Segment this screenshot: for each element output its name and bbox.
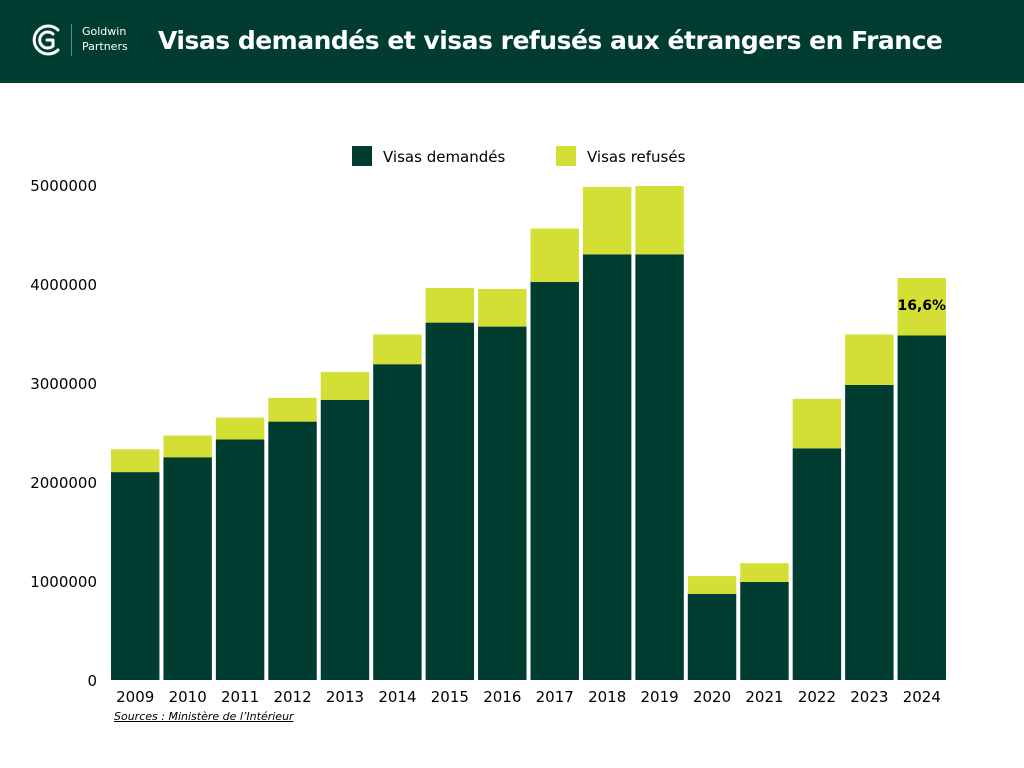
logo-divider bbox=[71, 24, 72, 56]
annotations: 16,6% bbox=[897, 298, 946, 314]
x-tick-label: 2016 bbox=[483, 688, 521, 706]
x-tick-label: 2019 bbox=[641, 688, 679, 706]
bar-visas-demandes-2021 bbox=[740, 581, 789, 680]
y-tick-label: 3000000 bbox=[30, 375, 97, 393]
legend-swatch bbox=[352, 146, 372, 166]
goldwin-logo-icon bbox=[32, 24, 60, 56]
bar-visas-refuses-2013 bbox=[320, 372, 370, 400]
bar-visas-refuses-2021 bbox=[740, 563, 789, 582]
x-tick-label: 2020 bbox=[693, 688, 731, 706]
x-tick-label: 2015 bbox=[431, 688, 469, 706]
y-tick-label: 1000000 bbox=[30, 573, 97, 591]
brand-line-1: Goldwin bbox=[82, 25, 127, 38]
y-tick-label: 0 bbox=[87, 672, 97, 690]
x-tick-label: 2012 bbox=[273, 688, 311, 706]
x-tick-label: 2022 bbox=[798, 688, 836, 706]
bar-visas-demandes-2013 bbox=[320, 399, 370, 680]
bar-visas-demandes-2023 bbox=[845, 384, 894, 680]
y-tick-label: 4000000 bbox=[30, 276, 97, 294]
x-tick-label: 2021 bbox=[745, 688, 783, 706]
x-tick-label: 2010 bbox=[169, 688, 207, 706]
legend-label: Visas demandés bbox=[383, 148, 505, 166]
bar-visas-demandes-2019 bbox=[635, 254, 684, 681]
bar-visas-refuses-2015 bbox=[425, 287, 475, 323]
header-bar: Goldwin Partners Visas demandés et visas… bbox=[0, 0, 1024, 83]
bar-visas-demandes-2022 bbox=[792, 448, 842, 680]
x-tick-label: 2009 bbox=[116, 688, 154, 706]
annotation-label: 16,6% bbox=[897, 298, 946, 314]
x-tick-label: 2014 bbox=[378, 688, 416, 706]
bar-visas-demandes-2017 bbox=[530, 282, 579, 680]
bar-visas-demandes-2020 bbox=[687, 593, 737, 680]
y-axis: 0 1000000 2000000 3000000 4000000 5000000 bbox=[30, 177, 97, 690]
bar-visas-refuses-2011 bbox=[215, 417, 265, 440]
bar-visas-refuses-2022 bbox=[792, 398, 842, 449]
x-tick-label: 2024 bbox=[903, 688, 941, 706]
legend-label: Visas refusés bbox=[587, 148, 686, 166]
x-tick-label: 2017 bbox=[536, 688, 574, 706]
bars bbox=[111, 185, 946, 681]
bar-visas-refuses-2016 bbox=[478, 288, 527, 327]
bar-visas-refuses-2020 bbox=[687, 576, 737, 594]
bar-visas-demandes-2018 bbox=[582, 254, 632, 681]
brand-name: Goldwin Partners bbox=[82, 24, 128, 54]
x-tick-label: 2013 bbox=[326, 688, 364, 706]
x-tick-label: 2011 bbox=[221, 688, 259, 706]
bar-visas-refuses-2024 bbox=[897, 278, 946, 336]
bar-visas-refuses-2017 bbox=[530, 228, 579, 283]
bar-visas-demandes-2011 bbox=[215, 439, 265, 680]
page-title: Visas demandés et visas refusés aux étra… bbox=[158, 26, 943, 55]
legend-swatch bbox=[556, 146, 576, 166]
bar-visas-refuses-2023 bbox=[845, 334, 894, 385]
bar-visas-refuses-2019 bbox=[635, 185, 684, 255]
x-tick-label: 2018 bbox=[588, 688, 626, 706]
bar-visas-refuses-2012 bbox=[268, 397, 317, 422]
bar-visas-demandes-2010 bbox=[163, 457, 212, 680]
bar-visas-demandes-2012 bbox=[268, 421, 317, 680]
chart-legend: Visas demandés Visas refusés bbox=[352, 146, 686, 166]
bar-visas-refuses-2010 bbox=[163, 435, 212, 458]
bar-visas-demandes-2015 bbox=[425, 322, 475, 680]
bar-visas-refuses-2014 bbox=[373, 334, 422, 365]
x-tick-label: 2023 bbox=[850, 688, 888, 706]
bar-visas-demandes-2009 bbox=[111, 472, 160, 680]
bar-visas-demandes-2024 bbox=[897, 335, 946, 680]
source-note: Sources : Ministère de l’Intérieur bbox=[114, 710, 294, 723]
bar-visas-refuses-2018 bbox=[582, 186, 632, 255]
stacked-bar-chart: Visas demandés Visas refusés 0 1000000 2000… bbox=[30, 146, 946, 706]
bar-visas-demandes-2014 bbox=[373, 364, 422, 680]
x-axis: 2009 2010 2011 2012 2013 2014 2015 2016 2017 2018… bbox=[116, 688, 941, 706]
bar-visas-refuses-2009 bbox=[111, 449, 160, 473]
brand-line-2: Partners bbox=[82, 40, 128, 53]
bar-visas-demandes-2016 bbox=[478, 326, 527, 680]
y-tick-label: 5000000 bbox=[30, 177, 97, 195]
y-tick-label: 2000000 bbox=[30, 474, 97, 492]
